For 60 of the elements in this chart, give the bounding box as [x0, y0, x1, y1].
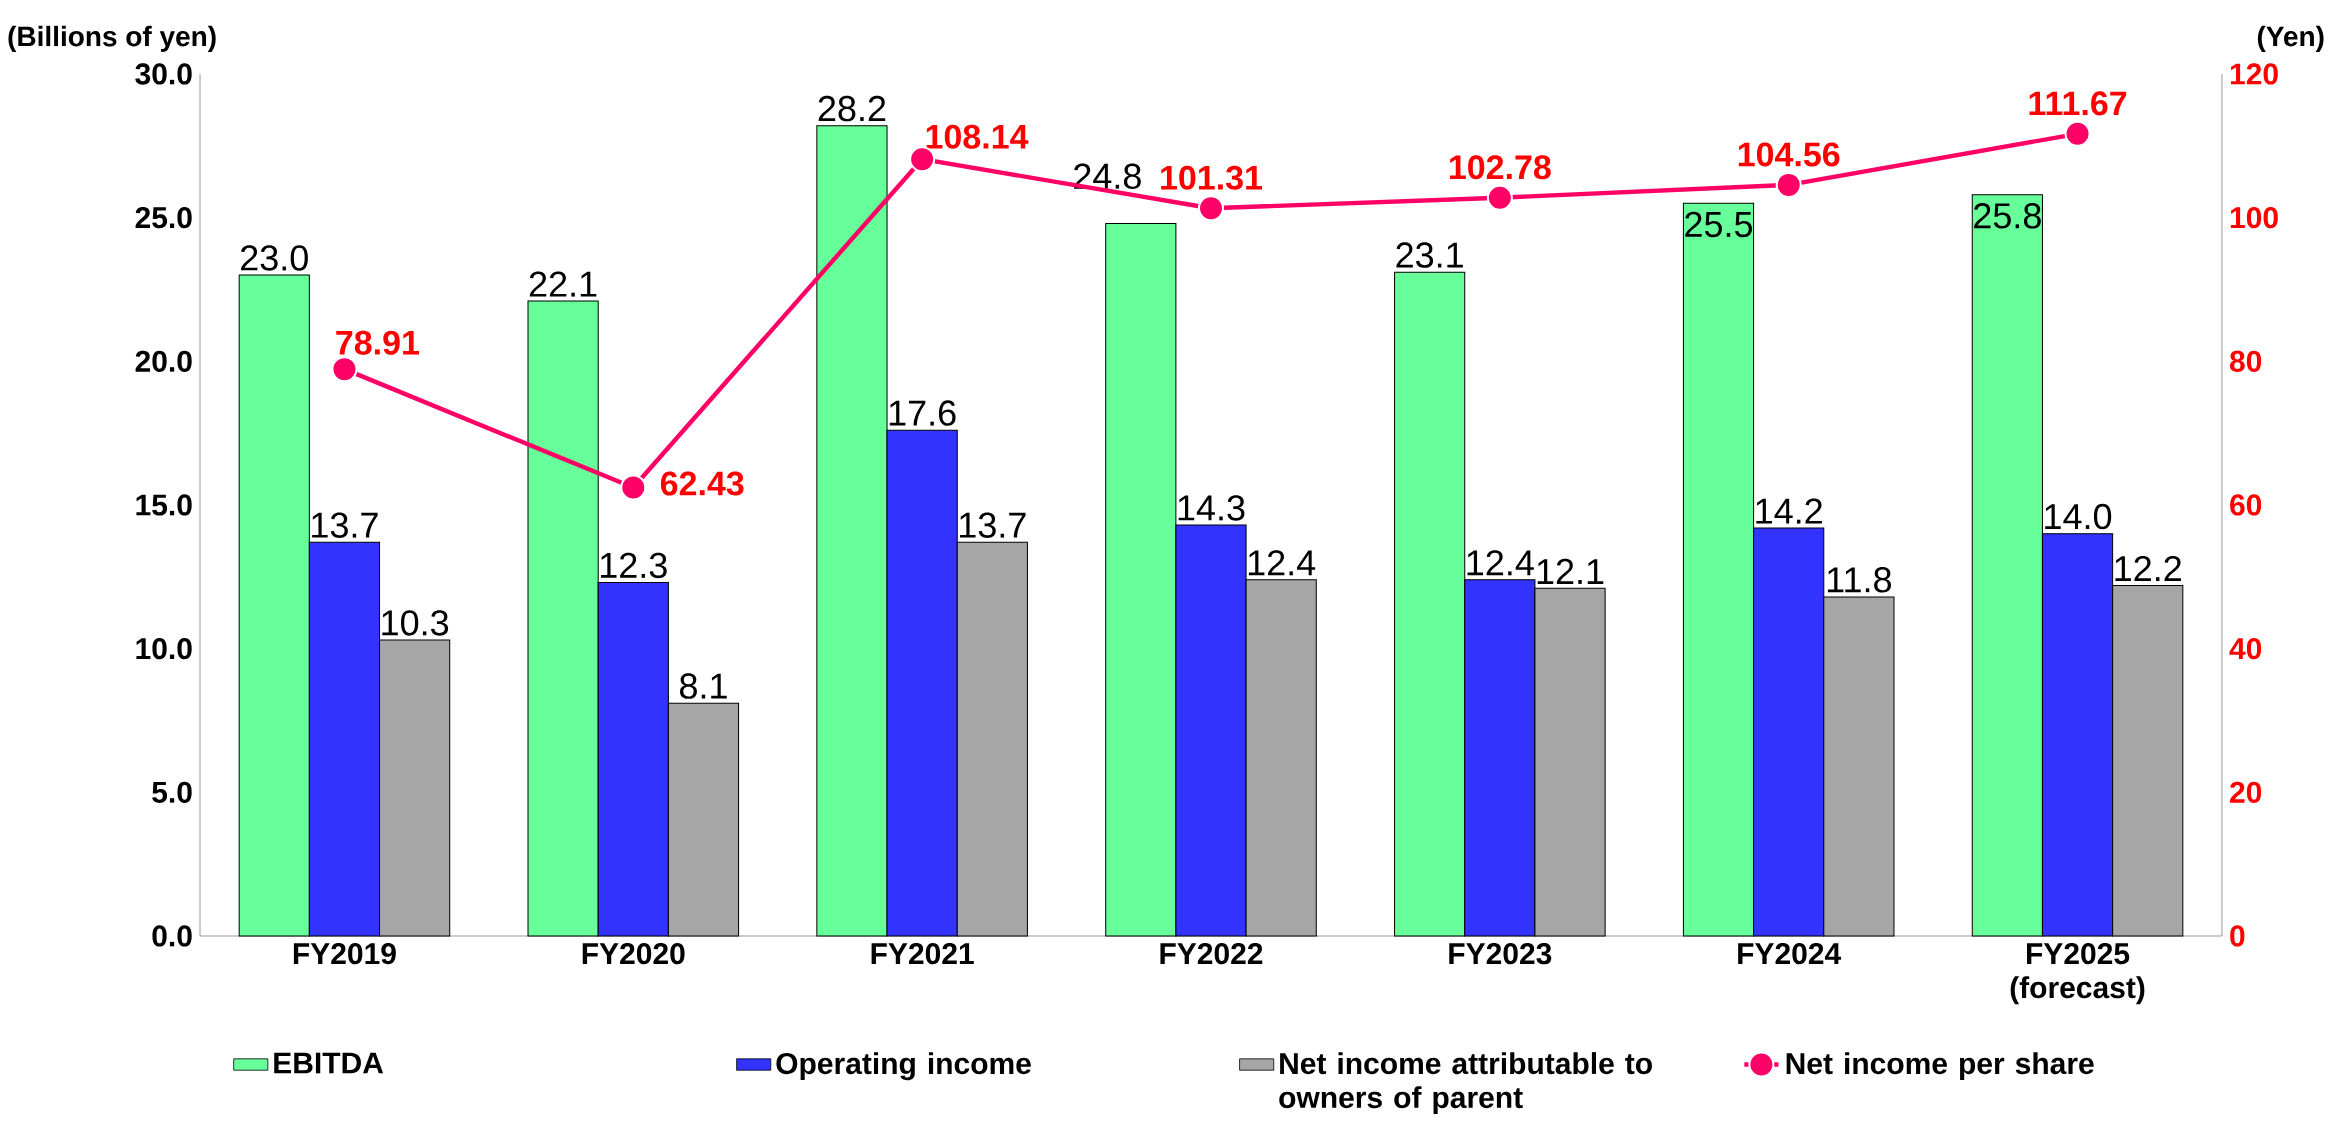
legend-label: EBITDA	[274, 1052, 384, 1074]
data-label: 102.78	[1449, 155, 1551, 180]
data-label: 101.31	[1161, 165, 1263, 190]
x-tick-label: FY2024	[1738, 943, 1842, 965]
data-label: 104.56	[1738, 142, 1840, 167]
y-tick-label: 5.0	[152, 781, 192, 803]
y2-tick-label: 60	[2230, 494, 2262, 516]
data-label: 12.4	[1248, 550, 1316, 576]
point	[2064, 120, 2091, 147]
y2-axis-title: (Yen)	[2257, 25, 2324, 52]
y2-tick-label: 0	[2230, 925, 2245, 947]
data-label: 12.4	[1467, 550, 1534, 576]
x-tick-label: FY2021	[871, 943, 974, 965]
point	[1775, 171, 1802, 198]
y-tick-label: 0.0	[152, 925, 192, 947]
point	[331, 356, 358, 383]
data-label: 23.0	[241, 245, 308, 271]
point	[1197, 195, 1224, 222]
data-label: 12.2	[2115, 555, 2181, 582]
data-label: 14.3	[1178, 495, 1245, 521]
data-label: 13.7	[960, 512, 1026, 538]
data-label: 10.3	[382, 610, 449, 636]
data-label: 62.43	[660, 471, 744, 496]
x-tick-label: FY2019	[293, 943, 396, 965]
data-label: 28.2	[818, 95, 886, 122]
x-tick-label: FY2023	[1449, 943, 1552, 965]
legend-label: Operating income	[776, 1052, 1031, 1081]
data-label: 78.91	[336, 330, 419, 355]
data-label: 13.7	[312, 512, 378, 538]
data-label: 111.67	[2029, 91, 2127, 116]
y2-tick-label: 100	[2230, 207, 2278, 229]
point	[620, 474, 647, 501]
y-tick-label: 10.0	[136, 638, 192, 660]
y2-tick-label: 20	[2230, 781, 2262, 803]
data-label: 14.0	[2045, 503, 2112, 530]
data-label: 8.1	[680, 673, 727, 699]
data-label: 25.8	[1974, 203, 2041, 229]
point	[1486, 184, 1513, 211]
data-label: 12.1	[1537, 558, 1604, 584]
data-label: 23.1	[1396, 242, 1463, 268]
data-label: 17.6	[889, 400, 956, 426]
y-axis-title: (Billions of yen)	[8, 25, 216, 52]
y2-tick-label: 80	[2229, 350, 2262, 372]
data-label: 25.5	[1685, 211, 1753, 238]
x-tick-label: FY2022	[1160, 943, 1263, 965]
x-tick-label: FY2025 (forecast)	[2010, 943, 2145, 1005]
y2-tick-label: 40	[2229, 638, 2262, 660]
y-tick-label: 15.0	[136, 494, 192, 516]
y2-tick-label: 120	[2230, 63, 2278, 85]
data-label: 14.2	[1756, 498, 1822, 524]
x-tick-label: FY2020	[582, 943, 685, 965]
y-tick-label: 30.0	[135, 63, 192, 85]
legend-label: Net income attributable to owners of parent	[1279, 1052, 1652, 1115]
data-label: 12.3	[600, 552, 667, 579]
data-label: 22.1	[529, 271, 597, 297]
y-tick-label: 20.0	[135, 350, 192, 372]
data-label: 108.14	[926, 124, 1029, 149]
y-tick-label: 25.0	[135, 207, 192, 229]
legend-label: Net income per share	[1786, 1052, 2094, 1081]
data-label: 11.8	[1827, 567, 1892, 593]
